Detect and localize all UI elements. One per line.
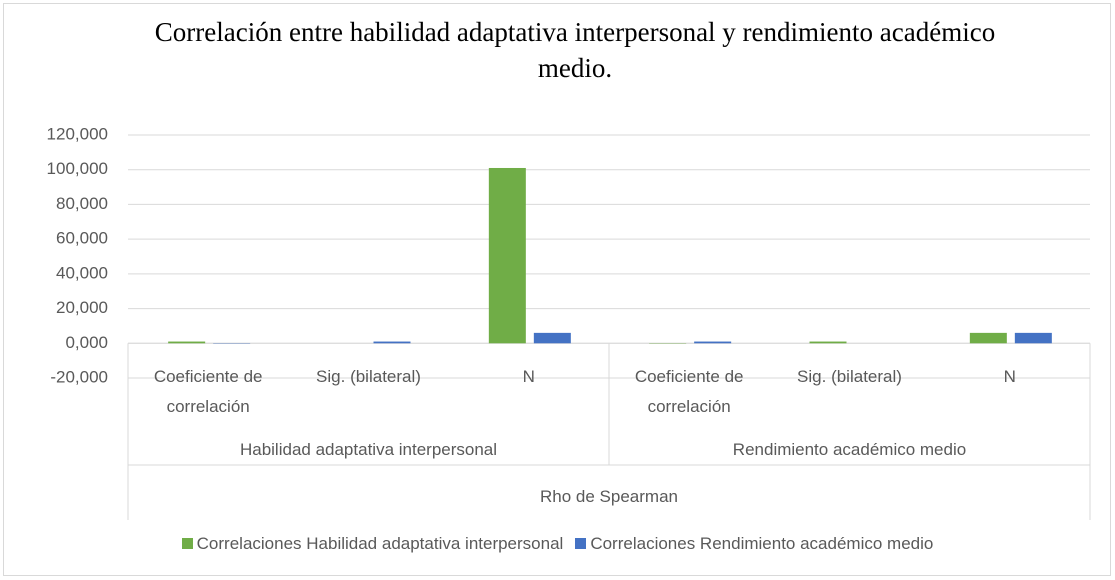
legend: Correlaciones Habilidad adaptativa inter… <box>0 534 1115 554</box>
legend-label: Correlaciones Habilidad adaptativa inter… <box>196 534 564 553</box>
x-tick-label: N <box>522 367 535 386</box>
x-group-label: Rendimiento académico medio <box>732 440 967 459</box>
bar <box>533 332 571 344</box>
bar <box>1014 332 1052 344</box>
y-tick-label: 100,000 <box>47 159 108 178</box>
legend-item: Correlaciones Rendimiento académico medi… <box>575 534 933 554</box>
x-super-label: Rho de Spearman <box>540 487 678 506</box>
y-tick-label: 0,000 <box>65 333 108 352</box>
x-tick-label: Coeficiente de correlación <box>634 367 744 416</box>
x-tick-label: N <box>1003 367 1016 386</box>
x-tick-label: Coeficiente de correlación <box>153 367 263 416</box>
x-tick-label: Sig. (bilateral) <box>316 367 421 386</box>
bar <box>488 167 526 344</box>
bar <box>694 341 732 344</box>
x-tick-label: Sig. (bilateral) <box>797 367 902 386</box>
bar <box>168 341 206 344</box>
legend-item: Correlaciones Habilidad adaptativa inter… <box>181 534 564 554</box>
x-group-label: Habilidad adaptativa interpersonal <box>239 440 498 459</box>
bar <box>969 332 1007 344</box>
y-tick-label: 20,000 <box>56 298 108 317</box>
y-tick-label: 40,000 <box>56 263 108 282</box>
legend-swatch <box>181 538 193 549</box>
chart-title: Correlación entre habilidad adaptativa i… <box>154 17 996 83</box>
bar <box>373 341 411 344</box>
legend-swatch <box>575 538 587 549</box>
chart-border <box>3 3 1111 576</box>
legend-label: Correlaciones Rendimiento académico medi… <box>590 534 934 553</box>
y-tick-label: 120,000 <box>47 124 108 143</box>
y-tick-label: 60,000 <box>56 229 108 248</box>
bar <box>809 341 847 344</box>
y-tick-label: -20,000 <box>50 367 108 386</box>
y-tick-label: 80,000 <box>56 194 108 213</box>
